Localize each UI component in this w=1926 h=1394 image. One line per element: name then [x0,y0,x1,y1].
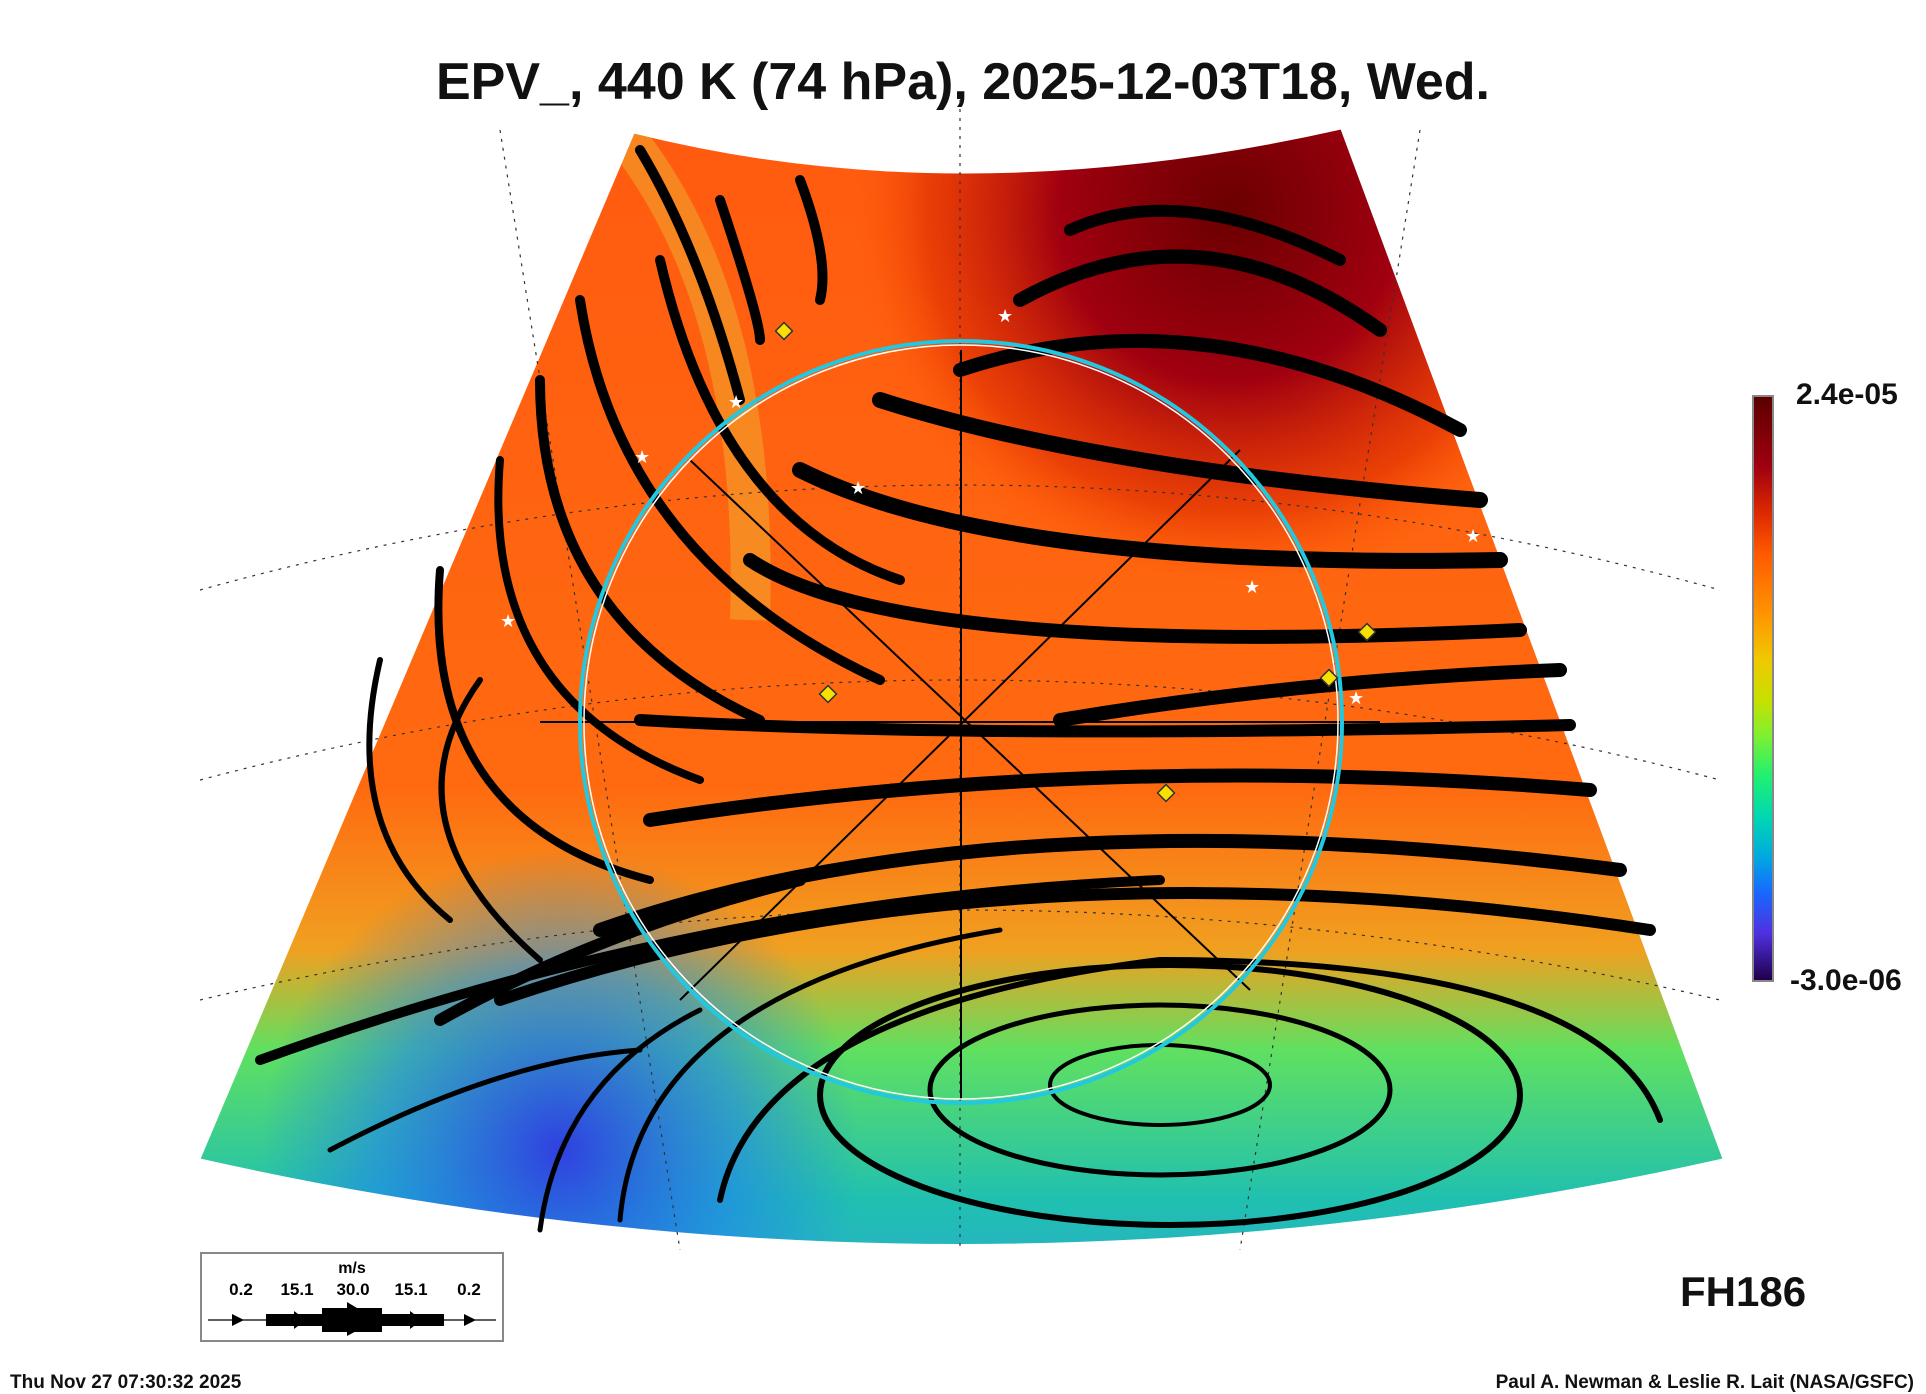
svg-text:★: ★ [1348,688,1364,708]
svg-text:★: ★ [1465,526,1481,546]
reference-circle [578,339,1344,1105]
legend-unit: m/s [338,1260,366,1277]
legend-value: 15.1 [280,1280,314,1299]
station-markers [774,321,1377,803]
reference-circle-inner [583,344,1339,1100]
streamlines [255,145,1663,1233]
colorbar-max-label: 2.4e-05 [1796,378,1898,411]
wind-speed-legend: m/s 0.2 15.1 30.0 15.1 0.2 [200,1252,504,1342]
legend-value: 15.1 [394,1280,428,1299]
legend-arrow-scale [208,1302,496,1336]
svg-text:★: ★ [997,306,1013,326]
star-markers: ★ ★ ★ ★ ★ ★ ★ ★ [500,306,1481,708]
legend-value: 30.0 [336,1280,370,1299]
svg-text:★: ★ [850,478,866,498]
colorbar-min-label: -3.0e-06 [1790,964,1902,997]
legend-value: 0.2 [229,1280,253,1299]
forecast-hour: FH186 [1680,1268,1807,1315]
plot-title: EPV_, 440 K (74 hPa), 2025-12-03T18, Wed… [435,53,1490,111]
reference-lines [540,350,1380,1100]
legend-value: 0.2 [457,1280,481,1299]
footer-timestamp: Thu Nov 27 07:30:32 2025 [10,1372,242,1393]
svg-text:★: ★ [1244,577,1260,597]
footer-credit: Paul A. Newman & Leslie R. Lait (NASA/GS… [1495,1372,1914,1393]
svg-text:★: ★ [500,611,516,631]
colorbar [1752,395,1774,982]
svg-text:★: ★ [634,447,650,467]
svg-text:★: ★ [728,392,744,412]
map-boundary [199,128,1724,1245]
